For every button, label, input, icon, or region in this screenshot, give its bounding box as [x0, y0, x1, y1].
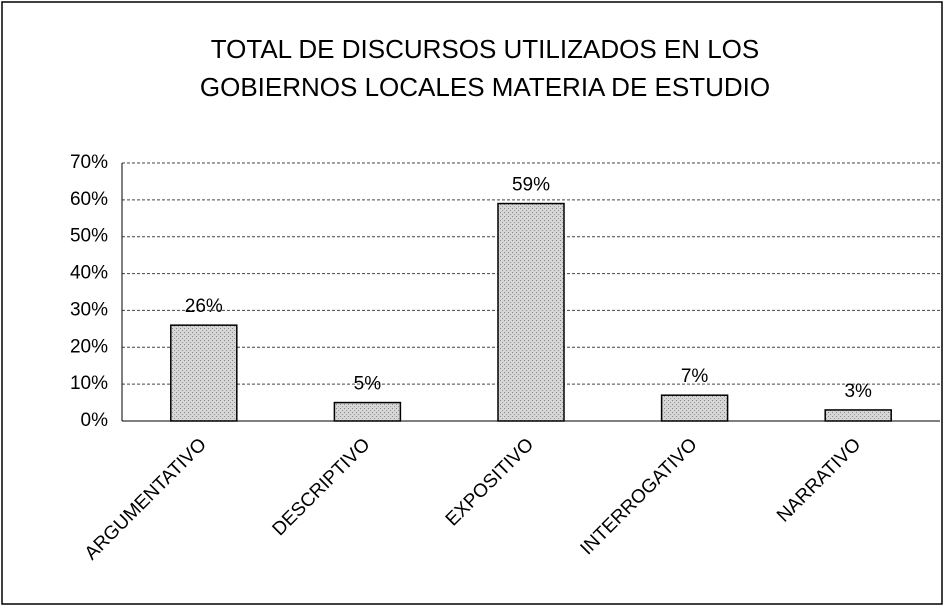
x-tick-label: NARRATIVO	[773, 434, 865, 526]
bar	[497, 202, 565, 422]
bar	[660, 394, 729, 422]
data-label: 3%	[844, 381, 872, 402]
y-tick-label: 60%	[70, 189, 108, 210]
data-label: 5%	[354, 374, 382, 395]
data-label: 59%	[512, 175, 550, 196]
bar	[824, 409, 892, 422]
x-tick-label: ARGUMENTATIVO	[81, 434, 211, 564]
chart-title: TOTAL DE DISCURSOS UTILIZADOS EN LOS GOB…	[199, 34, 771, 102]
data-label: 26%	[185, 296, 223, 317]
x-tick-label: DESCRIPTIVO	[269, 434, 375, 540]
y-tick-label: 40%	[70, 263, 108, 284]
y-tick-label: 20%	[70, 336, 108, 357]
y-tick-label: 70%	[70, 152, 108, 173]
y-tick-label: 10%	[70, 373, 108, 394]
x-tick-label: EXPOSITIVO	[442, 434, 538, 530]
bar	[333, 401, 402, 422]
y-tick-label: 30%	[70, 299, 108, 320]
bar	[170, 324, 238, 422]
x-tick-label: INTERROGATIVO	[577, 434, 702, 559]
y-tick-label: 0%	[81, 410, 109, 431]
y-tick-label: 50%	[70, 226, 108, 247]
data-label: 7%	[681, 366, 709, 387]
